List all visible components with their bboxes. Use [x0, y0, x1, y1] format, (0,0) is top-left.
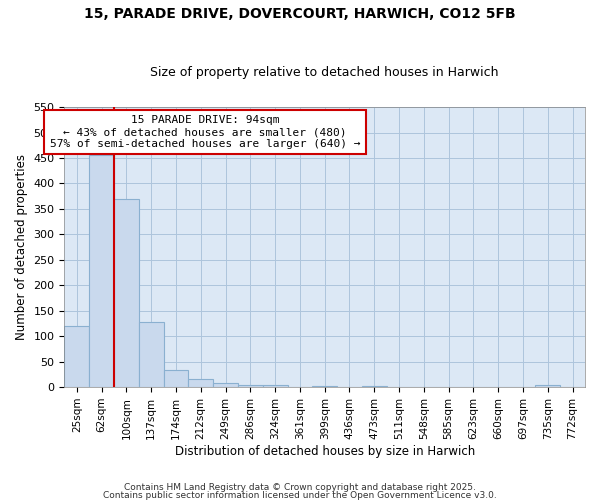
X-axis label: Distribution of detached houses by size in Harwich: Distribution of detached houses by size …: [175, 444, 475, 458]
Bar: [362, 386, 386, 387]
Title: Size of property relative to detached houses in Harwich: Size of property relative to detached ho…: [151, 66, 499, 80]
Bar: [64, 326, 89, 387]
Bar: [313, 386, 337, 387]
Bar: [213, 383, 238, 387]
Bar: [535, 385, 560, 387]
Bar: [238, 384, 263, 387]
Bar: [263, 385, 287, 387]
Text: Contains public sector information licensed under the Open Government Licence v3: Contains public sector information licen…: [103, 491, 497, 500]
Bar: [89, 156, 114, 387]
Y-axis label: Number of detached properties: Number of detached properties: [15, 154, 28, 340]
Bar: [164, 370, 188, 387]
Text: Contains HM Land Registry data © Crown copyright and database right 2025.: Contains HM Land Registry data © Crown c…: [124, 484, 476, 492]
Bar: [188, 380, 213, 387]
Text: 15 PARADE DRIVE: 94sqm
← 43% of detached houses are smaller (480)
57% of semi-de: 15 PARADE DRIVE: 94sqm ← 43% of detached…: [50, 116, 360, 148]
Text: 15, PARADE DRIVE, DOVERCOURT, HARWICH, CO12 5FB: 15, PARADE DRIVE, DOVERCOURT, HARWICH, C…: [84, 8, 516, 22]
Bar: [114, 198, 139, 387]
Bar: [139, 322, 164, 387]
